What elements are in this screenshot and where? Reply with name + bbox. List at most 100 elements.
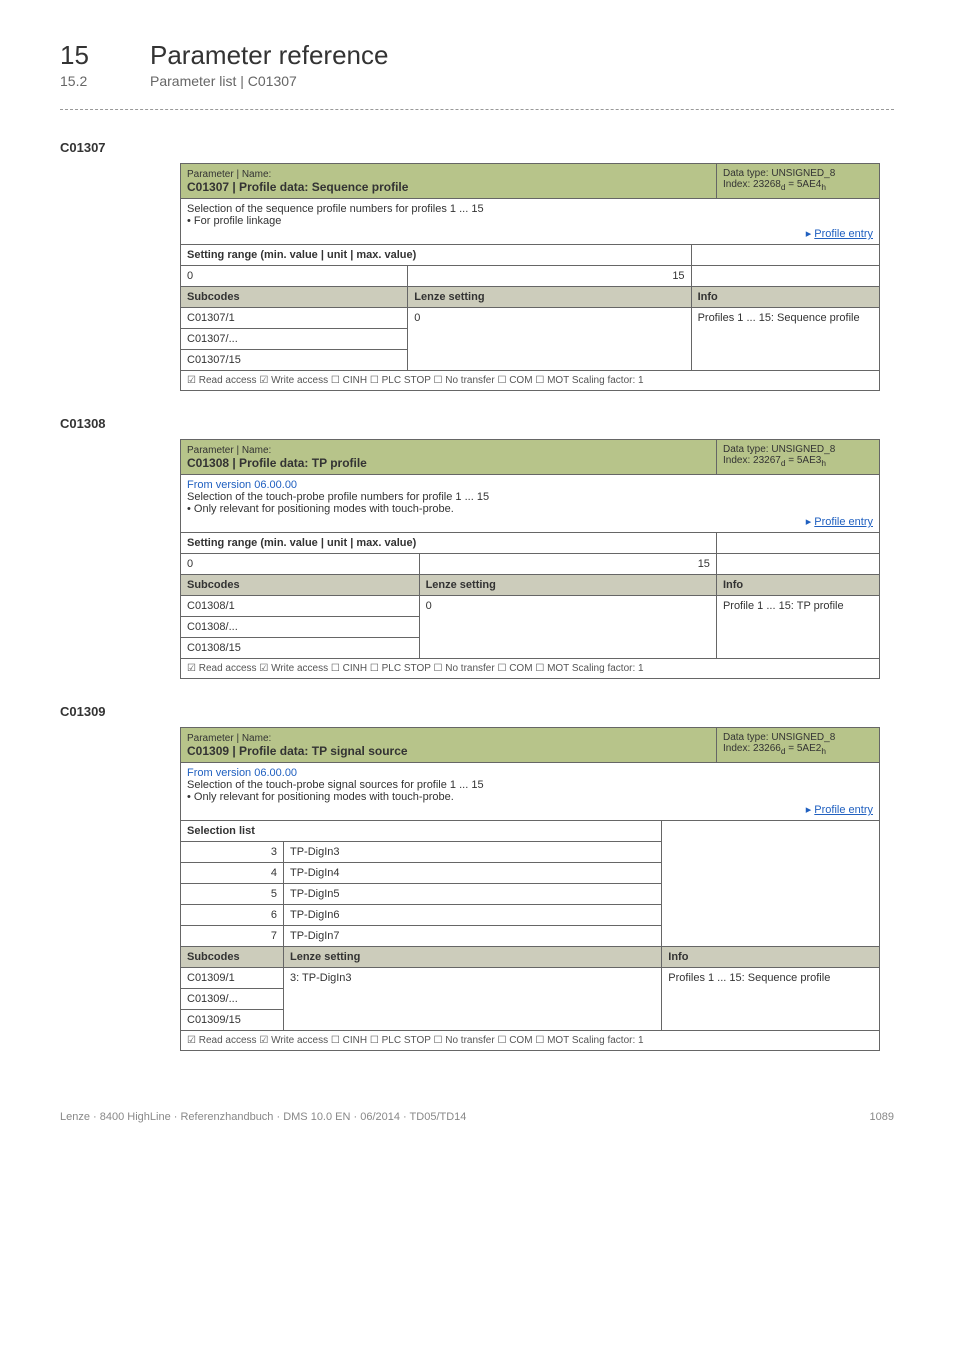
datatype: Data type: UNSIGNED_8 [723, 444, 835, 455]
description-cell: Selection of the sequence profile number… [181, 199, 880, 245]
datatype: Data type: UNSIGNED_8 [723, 168, 835, 179]
empty-cell [691, 266, 879, 287]
table-row: C01307/... [181, 329, 408, 350]
param-header-cell: Parameter | Name: C01307 | Profile data:… [181, 164, 717, 199]
desc-line-2: • Only relevant for positioning modes wi… [187, 503, 873, 515]
max-value: 15 [408, 266, 691, 287]
chapter-number: 15 [60, 40, 110, 71]
min-value: 0 [181, 266, 408, 287]
index: Index: 23268 [723, 179, 781, 190]
description-cell: From version 06.00.00 Selection of the t… [181, 475, 880, 533]
index: Index: 23266 [723, 743, 781, 754]
param-label: Parameter | Name: [187, 733, 271, 744]
subcodes-col-header: Subcodes [181, 575, 420, 596]
sel-val: TP-DigIn7 [284, 926, 662, 947]
param-name: C01309 | Profile data: TP signal source [187, 744, 408, 758]
datatype-cell: Data type: UNSIGNED_8 Index: 23266d = 5A… [717, 728, 880, 763]
section-header: 15.2 Parameter list | C01307 [60, 73, 894, 89]
info-value: Profiles 1 ... 15: Sequence profile [662, 968, 880, 1031]
max-value: 15 [419, 554, 716, 575]
chapter-header: 15 Parameter reference [60, 40, 894, 71]
info-value: Profile 1 ... 15: TP profile [716, 596, 879, 659]
desc-line-1: Selection of the touch-probe signal sour… [187, 779, 873, 791]
table-row: C01307/1 [181, 308, 408, 329]
info-col-header: Info [662, 947, 880, 968]
lenze-col-header: Lenze setting [284, 947, 662, 968]
info-value: Profiles 1 ... 15: Sequence profile [691, 308, 879, 371]
param-header-cell: Parameter | Name: C01309 | Profile data:… [181, 728, 717, 763]
profile-entry-link[interactable]: ▸ Profile entry [187, 803, 873, 816]
sel-val: TP-DigIn3 [284, 842, 662, 863]
info-col-header: Info [691, 287, 879, 308]
sel-num: 3 [181, 842, 284, 863]
param-name: C01307 | Profile data: Sequence profile [187, 180, 408, 194]
profile-entry-text: Profile entry [814, 516, 873, 528]
info-col-header: Info [716, 575, 879, 596]
empty-cell [716, 533, 879, 554]
sel-val: TP-DigIn6 [284, 905, 662, 926]
sel-val: TP-DigIn4 [284, 863, 662, 884]
empty-cell [691, 245, 879, 266]
arrow-icon: ▸ [806, 228, 815, 240]
empty-cell [662, 821, 880, 947]
subcodes-col-header: Subcodes [181, 287, 408, 308]
chapter-title: Parameter reference [150, 40, 388, 71]
section-number: 15.2 [60, 73, 110, 89]
access-footer: ☑ Read access ☑ Write access ☐ CINH ☐ PL… [181, 1031, 880, 1051]
desc-line-2: • For profile linkage [187, 215, 873, 227]
divider [60, 109, 894, 110]
page-footer: Lenze · 8400 HighLine · Referenzhandbuch… [60, 1111, 894, 1123]
table-row: C01308/... [181, 617, 420, 638]
index: Index: 23267 [723, 455, 781, 466]
sel-num: 7 [181, 926, 284, 947]
lenze-col-header: Lenze setting [408, 287, 691, 308]
table-row: C01308/15 [181, 638, 420, 659]
access-footer: ☑ Read access ☑ Write access ☐ CINH ☐ PL… [181, 371, 880, 391]
table-row: C01309/15 [181, 1010, 284, 1031]
lenze-setting-value: 0 [419, 596, 716, 659]
table-c01309: Parameter | Name: C01309 | Profile data:… [180, 727, 880, 1051]
lenze-setting-value: 0 [408, 308, 691, 371]
sel-num: 4 [181, 863, 284, 884]
sel-num: 5 [181, 884, 284, 905]
lenze-col-header: Lenze setting [419, 575, 716, 596]
param-name: C01308 | Profile data: TP profile [187, 456, 367, 470]
table-c01307: Parameter | Name: C01307 | Profile data:… [180, 163, 880, 391]
from-version: From version 06.00.00 [187, 767, 873, 779]
table-row: C01308/1 [181, 596, 420, 617]
selection-list-label: Selection list [181, 821, 662, 842]
setting-range-label: Setting range (min. value | unit | max. … [181, 245, 692, 266]
param-code-c01307: C01307 [60, 140, 894, 155]
param-header-cell: Parameter | Name: C01308 | Profile data:… [181, 440, 717, 475]
table-row: C01307/15 [181, 350, 408, 371]
datatype-cell: Data type: UNSIGNED_8 Index: 23268d = 5A… [717, 164, 880, 199]
sel-num: 6 [181, 905, 284, 926]
param-label: Parameter | Name: [187, 445, 271, 456]
datatype-cell: Data type: UNSIGNED_8 Index: 23267d = 5A… [717, 440, 880, 475]
min-value: 0 [181, 554, 420, 575]
param-code-c01308: C01308 [60, 416, 894, 431]
param-label: Parameter | Name: [187, 169, 271, 180]
arrow-icon: ▸ [806, 516, 815, 528]
footer-page-number: 1089 [870, 1111, 894, 1123]
table-row: C01309/... [181, 989, 284, 1010]
table-row: C01309/1 [181, 968, 284, 989]
profile-entry-text: Profile entry [814, 804, 873, 816]
lenze-setting-value: 3: TP-DigIn3 [284, 968, 662, 1031]
arrow-icon: ▸ [806, 804, 815, 816]
profile-entry-text: Profile entry [814, 228, 873, 240]
empty-cell [716, 554, 879, 575]
datatype: Data type: UNSIGNED_8 [723, 732, 835, 743]
setting-range-label: Setting range (min. value | unit | max. … [181, 533, 717, 554]
from-version: From version 06.00.00 [187, 479, 873, 491]
profile-entry-link[interactable]: ▸ Profile entry [187, 227, 873, 240]
subcodes-col-header: Subcodes [181, 947, 284, 968]
footer-left: Lenze · 8400 HighLine · Referenzhandbuch… [60, 1111, 466, 1123]
description-cell: From version 06.00.00 Selection of the t… [181, 763, 880, 821]
param-code-c01309: C01309 [60, 704, 894, 719]
section-title: Parameter list | C01307 [150, 73, 297, 89]
desc-line-2: • Only relevant for positioning modes wi… [187, 791, 873, 803]
profile-entry-link[interactable]: ▸ Profile entry [187, 515, 873, 528]
sel-val: TP-DigIn5 [284, 884, 662, 905]
desc-line-1: Selection of the touch-probe profile num… [187, 491, 873, 503]
